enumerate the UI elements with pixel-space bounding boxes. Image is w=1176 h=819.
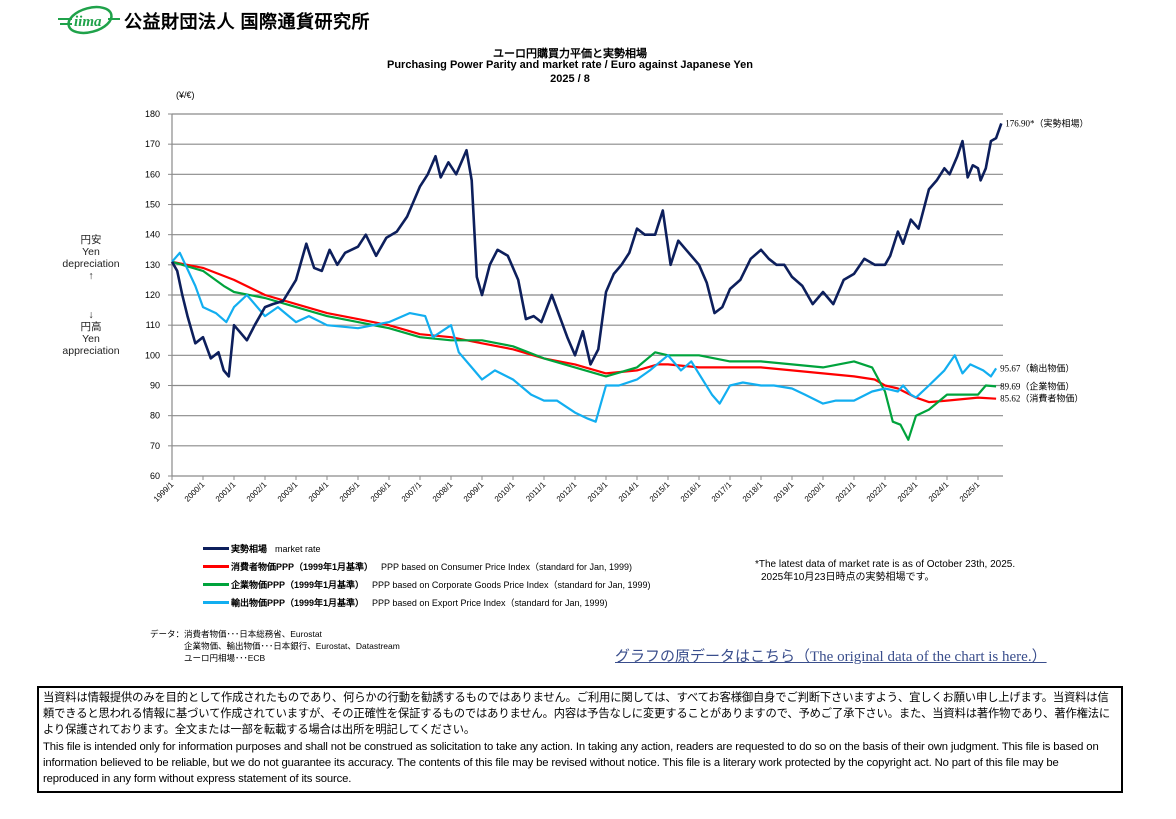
latest-data-note: *The latest data of market rate is as of…	[755, 558, 1015, 584]
series-line-1	[171, 260, 997, 404]
svg-text:iima: iima	[74, 14, 102, 30]
note-en: *The latest data of market rate is as of…	[755, 559, 1016, 570]
yen-depreciation-label: 円安 Yen depreciation ↑	[50, 234, 132, 282]
x-tick-label: 2020/1	[803, 480, 827, 504]
x-tick-label: 2010/1	[493, 480, 517, 504]
y-tick-label: 80	[150, 411, 160, 421]
y-tick-label: 100	[145, 350, 160, 360]
x-tick-label: 2003/1	[276, 480, 300, 504]
disclaimer-box: 当資料は情報提供のみを目的として作成されたものであり、何らかの行動を勧誘するもの…	[37, 686, 1123, 793]
down-arrow-icon: ↓	[88, 309, 94, 321]
legend-label-en: PPP based on Corporate Goods Price Index…	[372, 580, 651, 590]
legend-swatch	[203, 601, 229, 604]
x-tick-label: 2015/1	[648, 480, 672, 504]
x-tick-label: 2014/1	[617, 480, 641, 504]
note-ja: 2025年10月23日時点の実勢相場です。	[761, 572, 935, 583]
source-line: ユーロ円相場･･･ECB	[184, 653, 266, 663]
x-tick-label: 2022/1	[865, 480, 889, 504]
up-ja: 円安	[80, 234, 102, 246]
legend-label-en: PPP based on Consumer Price Index（standa…	[381, 562, 633, 572]
y-axis-unit: (¥/€)	[176, 90, 195, 100]
chart-edition: 2025 / 8	[550, 73, 590, 85]
y-tick-label: 170	[145, 139, 160, 149]
x-tick-label: 2006/1	[369, 480, 393, 504]
legend-item-export: 輸出物価PPP（1999年1月基準） PPP based on Export P…	[203, 596, 608, 609]
end-value-label: 176.90*（実勢相場）	[1005, 117, 1088, 128]
series-line-3	[171, 251, 998, 423]
x-tick-label: 2005/1	[338, 480, 362, 504]
legend-label-ja: 企業物価PPP（1999年1月基準）	[231, 580, 365, 590]
y-tick-label: 120	[145, 290, 160, 300]
end-value-label: 89.69（企業物価）	[1000, 380, 1074, 391]
x-tick-label: 2017/1	[710, 480, 734, 504]
x-tick-label: 2009/1	[462, 480, 486, 504]
down-ja: 円高	[80, 321, 102, 333]
yen-appreciation-label: ↓ 円高 Yen appreciation	[50, 309, 132, 357]
end-value-label: 95.67（輸出物価）	[1000, 362, 1074, 373]
x-tick-label: 2018/1	[741, 480, 765, 504]
y-tick-label: 90	[150, 381, 160, 391]
x-tick-label: 2019/1	[772, 480, 796, 504]
x-tick-label: 2025/1	[958, 480, 982, 504]
legend-item-market-rate: 実勢相場 market rate	[203, 542, 321, 555]
legend-label-ja: 実勢相場	[231, 544, 268, 554]
y-tick-label: 130	[145, 260, 160, 270]
series-line-2	[171, 260, 997, 441]
disclaimer-ja: 当資料は情報提供のみを目的として作成されたものであり、何らかの行動を勧誘するもの…	[43, 692, 1111, 737]
iima-logo: iima	[58, 5, 120, 35]
ppp-line-chart: 60 70 80 90 100 110 120 130 140 150 160 170 180 1999/…	[145, 109, 1089, 504]
x-tick-label: 2023/1	[896, 480, 920, 504]
x-tick-label: 2007/1	[400, 480, 424, 504]
disclaimer-en: This file is intended only for informati…	[43, 740, 1099, 786]
legend-item-cgpi: 企業物価PPP（1999年1月基準） PPP based on Corporat…	[203, 578, 651, 591]
y-tick-label: 160	[145, 169, 160, 179]
legend-swatch	[203, 565, 229, 568]
down-en-1: Yen	[82, 333, 100, 345]
series-line-0	[170, 122, 1003, 378]
y-tick-label: 110	[146, 320, 160, 330]
down-en-2: appreciation	[62, 345, 120, 357]
x-tick-label: 2008/1	[431, 480, 455, 504]
legend-swatch	[203, 583, 229, 586]
source-line: 企業物価、輸出物価･･･日本銀行、Eurostat、Datastream	[184, 641, 400, 651]
source-line: データ：消費者物価･･･日本総務省、Eurostat	[150, 629, 322, 639]
x-tick-label: 2002/1	[245, 480, 269, 504]
legend-swatch	[203, 547, 229, 550]
y-tick-label: 70	[150, 441, 160, 451]
legend-label-ja: 輸出物価PPP（1999年1月基準）	[231, 598, 365, 608]
legend-label-en: PPP based on Export Price Index（standard…	[372, 598, 608, 608]
x-tick-label: 2001/1	[214, 480, 238, 504]
up-en-1: Yen	[82, 246, 100, 258]
legend-label-ja: 消費者物価PPP（1999年1月基準）	[231, 562, 374, 572]
legend-label-en: market rate	[275, 543, 321, 554]
up-arrow-icon: ↑	[88, 270, 94, 282]
y-tick-label: 60	[150, 471, 160, 481]
y-tick-label: 150	[145, 200, 160, 210]
data-sources: データ：消費者物価･･･日本総務省、Eurostat 企業物価、輸出物価･･･日…	[150, 628, 400, 664]
legend-item-cpi: 消費者物価PPP（1999年1月基準） PPP based on Consume…	[203, 560, 632, 573]
x-tick-label: 2016/1	[679, 480, 703, 504]
y-tick-label: 140	[145, 230, 160, 240]
x-tick-label: 2021/1	[834, 480, 858, 504]
organization-name: 公益財団法人 国際通貨研究所	[124, 12, 370, 32]
x-tick-label: 2024/1	[927, 480, 951, 504]
original-data-link[interactable]: グラフの原データはこちら（The original data of the ch…	[615, 649, 1047, 665]
end-value-label: 85.62（消費者物価）	[1000, 393, 1083, 404]
x-tick-label: 2011/1	[524, 480, 548, 504]
x-tick-label: 2000/1	[183, 480, 207, 504]
x-tick-label: 2012/1	[555, 480, 579, 504]
x-tick-label: 1999/1	[152, 480, 176, 504]
y-tick-label: 180	[145, 109, 160, 119]
x-tick-label: 2013/1	[586, 480, 610, 504]
up-en-2: depreciation	[62, 258, 120, 270]
chart-title-en: Purchasing Power Parity and market rate …	[387, 59, 753, 71]
x-tick-label: 2004/1	[307, 480, 331, 504]
chart-title-ja: ユーロ円購買力平価と実勢相場	[493, 48, 647, 60]
